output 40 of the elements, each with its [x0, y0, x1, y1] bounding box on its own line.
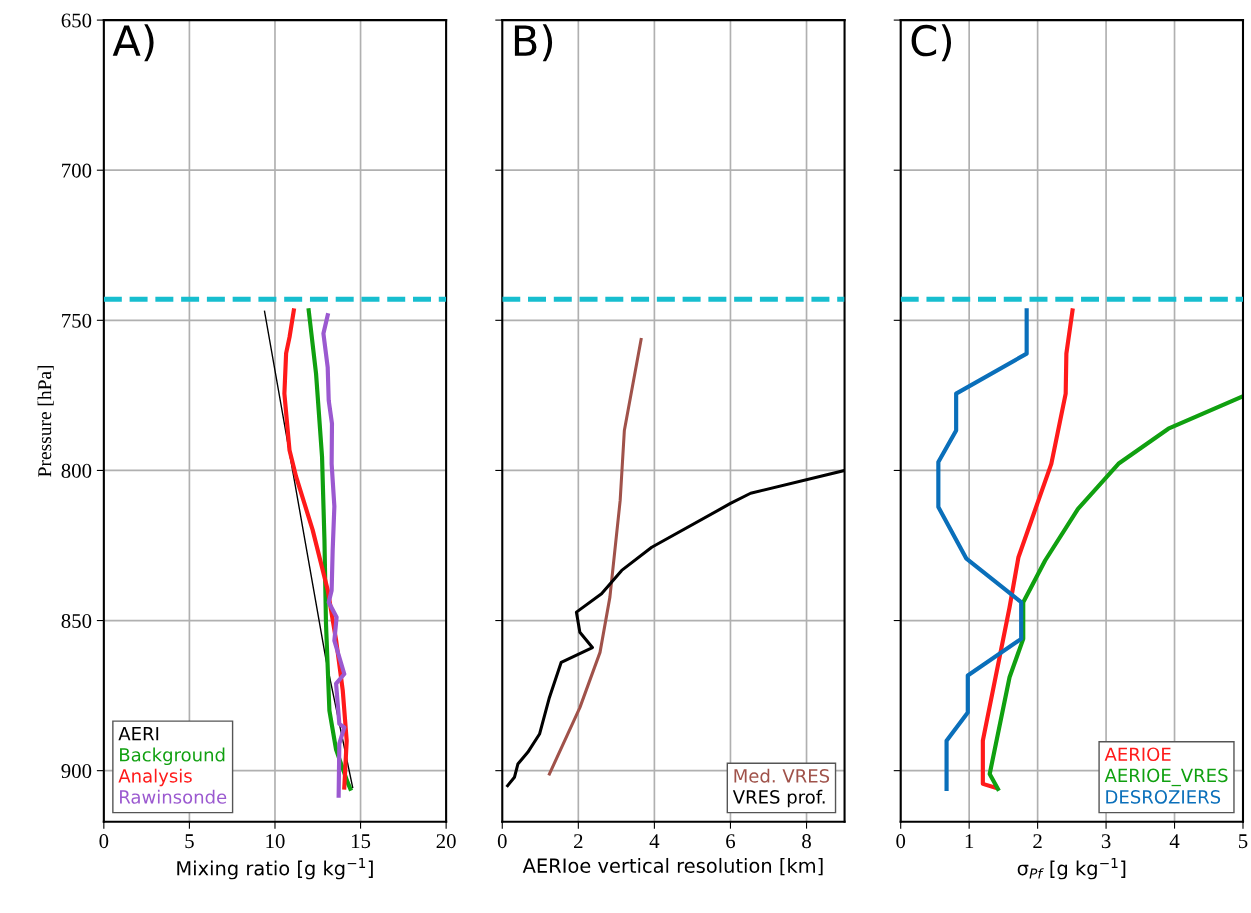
x-tick-label: 0: [99, 834, 109, 849]
y-tick-label: 750: [62, 313, 92, 328]
text: DESROZIERS: [1106, 790, 1221, 804]
text: AERIOE: [1104, 747, 1171, 762]
annotation: B): [514, 24, 553, 62]
text: Background: [120, 747, 225, 766]
text: AERIOE_VRES: [1104, 768, 1228, 787]
x-tick-label: 3: [1101, 834, 1111, 849]
x-tick-label: 6: [726, 834, 736, 849]
y-tick-label: 650: [61, 13, 92, 28]
line-series: [321, 313, 347, 798]
x-tick-label: 15: [351, 834, 371, 849]
line-series: [306, 308, 353, 791]
text: Analysis: [118, 768, 192, 787]
x-tick-label: 2: [574, 834, 583, 848]
x-tick-label: 20: [436, 834, 456, 849]
x-tick-label: 8: [802, 834, 811, 849]
y-tick-label: 900: [61, 764, 92, 779]
annotation: C): [911, 24, 952, 62]
x-tick-label: 4: [1169, 834, 1180, 848]
annotation: A): [112, 24, 154, 62]
y-tick-label: 800: [61, 463, 92, 478]
x-tick-label: 5: [1239, 834, 1248, 849]
text: VRES prof.: [732, 789, 825, 808]
x-tick-label: 2: [1033, 834, 1042, 848]
x-tick-label: 5: [185, 834, 194, 849]
x-tick-label: 4: [649, 834, 660, 848]
y-tick-label: 850: [61, 613, 92, 628]
x-tick-label: 1: [965, 834, 974, 848]
y-axis-title: Pressure [hPa]: [37, 365, 54, 477]
x-axis-title: Mixing ratio [g kg$^{−1}$]: [177, 857, 373, 880]
text: Rawinsonde: [120, 789, 227, 804]
x-tick-label: 10: [266, 834, 285, 849]
y-tick-label: 700: [62, 163, 92, 178]
text: Med. VRES: [734, 768, 830, 783]
text: AERI: [118, 727, 159, 741]
x-tick-label: 0: [896, 834, 906, 849]
x-axis-title: AERIoe vertical resolution [km]: [522, 857, 823, 876]
x-axis-title: σ$_{Pf}$ [g kg$^{−1}$]: [1017, 857, 1126, 880]
x-tick-label: 0: [497, 834, 507, 849]
